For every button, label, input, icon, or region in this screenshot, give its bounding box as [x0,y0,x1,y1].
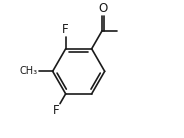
Text: F: F [53,104,59,117]
Text: F: F [62,23,69,36]
Text: O: O [98,2,108,15]
Text: CH₃: CH₃ [20,66,38,76]
